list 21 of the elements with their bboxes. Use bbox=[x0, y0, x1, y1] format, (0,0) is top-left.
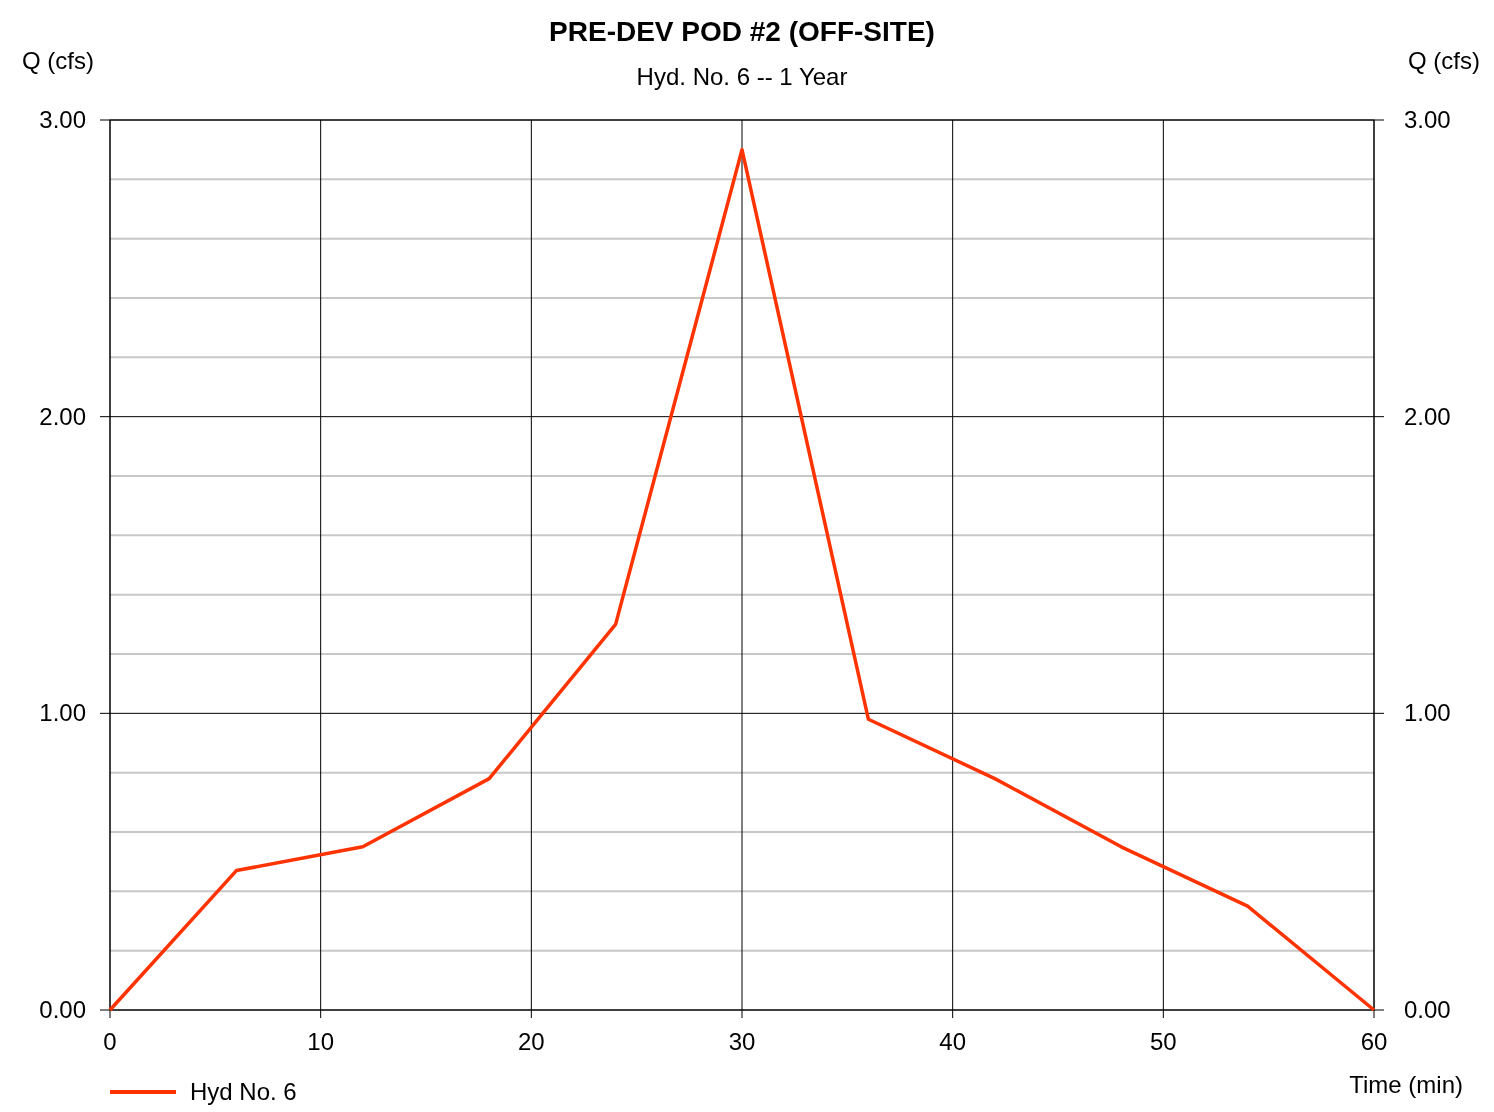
chart-title: PRE-DEV POD #2 (OFF-SITE) bbox=[549, 16, 935, 47]
y-tick-label: 0.00 bbox=[39, 996, 86, 1023]
y2-tick-label: 1.00 bbox=[1404, 699, 1451, 727]
x-tick-label: 0 bbox=[103, 1028, 117, 1055]
x-tick-label: 10 bbox=[307, 1028, 335, 1055]
y2-tick-label: 3.00 bbox=[1404, 106, 1451, 133]
y-tick-label: 3.00 bbox=[39, 106, 86, 133]
legend-label: Hyd No. 6 bbox=[190, 1078, 297, 1105]
x-tick-label: 50 bbox=[1149, 1028, 1177, 1055]
y-tick-label: 2.00 bbox=[39, 402, 86, 430]
y-tick-label: 1.00 bbox=[39, 699, 86, 727]
x-tick-label: 40 bbox=[939, 1028, 967, 1055]
x-axis-title: Time (min) bbox=[1349, 1071, 1463, 1098]
y2-tick-label: 0.00 bbox=[1404, 996, 1451, 1023]
x-tick-label: 30 bbox=[728, 1028, 756, 1055]
y-axis-title: Q (cfs) bbox=[22, 47, 94, 74]
x-tick-label: 60 bbox=[1360, 1028, 1388, 1055]
y2-tick-label: 2.00 bbox=[1404, 402, 1451, 430]
x-tick-label: 20 bbox=[517, 1028, 545, 1055]
y2-axis-title: Q (cfs) bbox=[1408, 47, 1480, 74]
chart-subtitle: Hyd. No. 6 -- 1 Year bbox=[636, 63, 848, 90]
